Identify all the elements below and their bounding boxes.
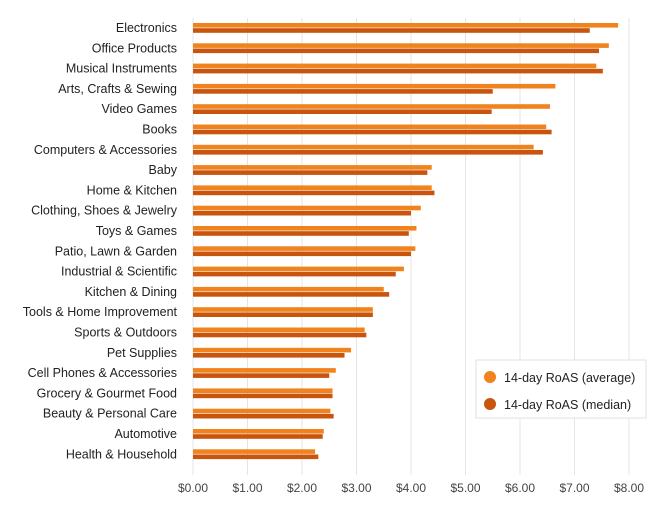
category-label: Arts, Crafts & Sewing: [58, 82, 177, 96]
bar-median: [193, 231, 409, 236]
category-label: Books: [142, 123, 177, 137]
category-label: Industrial & Scientific: [61, 265, 177, 279]
bar-median: [193, 393, 333, 399]
x-tick-label: $7.00: [559, 481, 589, 495]
bar-median: [193, 68, 603, 74]
legend-marker-average: [484, 371, 496, 383]
category-label: Automotive: [114, 427, 177, 441]
category-label: Musical Instruments: [66, 62, 177, 76]
x-tick-label: $2.00: [287, 481, 317, 495]
bar-average: [193, 124, 547, 130]
bar-average: [193, 43, 609, 48]
bar-average: [193, 246, 416, 251]
category-label: Clothing, Shoes & Jewelry: [31, 204, 178, 218]
bar-median: [193, 251, 411, 257]
x-tick-label: $5.00: [450, 481, 480, 495]
bar-average: [193, 388, 333, 393]
x-axis-ticks: $0.00 $1.00 $2.00 $3.00 $4.00 $5.00 $6.00 $7.00…: [178, 481, 644, 495]
x-tick-label: $6.00: [505, 481, 535, 495]
category-label: Grocery & Gourmet Food: [37, 386, 177, 400]
bar-average: [193, 205, 421, 211]
bar-median: [193, 332, 367, 338]
category-label: Baby: [149, 163, 178, 177]
bar-median: [193, 28, 590, 33]
category-label: Video Games: [101, 102, 177, 116]
bar-median: [193, 271, 396, 277]
category-label: Tools & Home Improvement: [23, 305, 178, 319]
category-label: Beauty & Personal Care: [43, 407, 177, 421]
bar-average: [193, 165, 432, 170]
bar-median: [193, 48, 600, 54]
bar-average: [193, 449, 316, 454]
bar-average: [193, 104, 550, 109]
category-label: Home & Kitchen: [87, 183, 177, 197]
bars-group: [193, 23, 619, 460]
bar-average: [193, 347, 352, 353]
category-label: Health & Household: [66, 447, 177, 461]
bar-average: [193, 83, 556, 89]
category-label: Electronics: [116, 21, 177, 35]
legend-box: [475, 359, 647, 419]
bar-median: [193, 210, 411, 216]
bar-median: [193, 454, 319, 460]
bar-median: [193, 190, 435, 196]
category-label: Pet Supplies: [107, 346, 177, 360]
category-label: Cell Phones & Accessories: [28, 366, 177, 380]
bar-average: [193, 63, 597, 69]
bar-average: [193, 368, 336, 373]
legend: 14-day RoAS (average) 14-day RoAS (media…: [475, 359, 647, 419]
bar-average: [193, 286, 384, 292]
bar-median: [193, 89, 493, 94]
x-tick-label: $1.00: [232, 481, 262, 495]
category-label: Sports & Outdoors: [74, 326, 177, 340]
bar-average: [193, 408, 331, 414]
bar-median: [193, 129, 552, 135]
x-tick-label: $8.00: [614, 481, 644, 495]
bar-median: [193, 150, 543, 155]
bar-average: [193, 144, 534, 150]
bar-average: [193, 266, 404, 272]
category-label: Office Products: [92, 41, 177, 55]
bar-average: [193, 327, 365, 333]
category-label: Computers & Accessories: [34, 143, 177, 157]
legend-marker-median: [484, 398, 496, 410]
x-tick-label: $4.00: [396, 481, 426, 495]
bar-median: [193, 292, 390, 297]
bar-median: [193, 170, 428, 175]
bar-average: [193, 226, 417, 231]
bar-median: [193, 413, 334, 419]
bar-average: [193, 23, 619, 28]
bar-average: [193, 185, 432, 190]
x-tick-label: $0.00: [178, 481, 208, 495]
bar-median: [193, 373, 330, 378]
bar-average: [193, 307, 373, 312]
bar-average: [193, 429, 324, 434]
bar-median: [193, 434, 323, 439]
bar-median: [193, 353, 345, 358]
category-label: Kitchen & Dining: [85, 285, 177, 299]
bar-median: [193, 109, 492, 114]
category-label: Patio, Lawn & Garden: [55, 244, 177, 258]
category-label: Toys & Games: [96, 224, 177, 238]
legend-label-average: 14-day RoAS (average): [504, 371, 635, 385]
bar-median: [193, 312, 373, 317]
legend-label-median: 14-day RoAS (median): [504, 398, 631, 412]
x-tick-label: $3.00: [341, 481, 371, 495]
category-labels: Electronics Office Products Musical Instru…: [23, 21, 178, 461]
